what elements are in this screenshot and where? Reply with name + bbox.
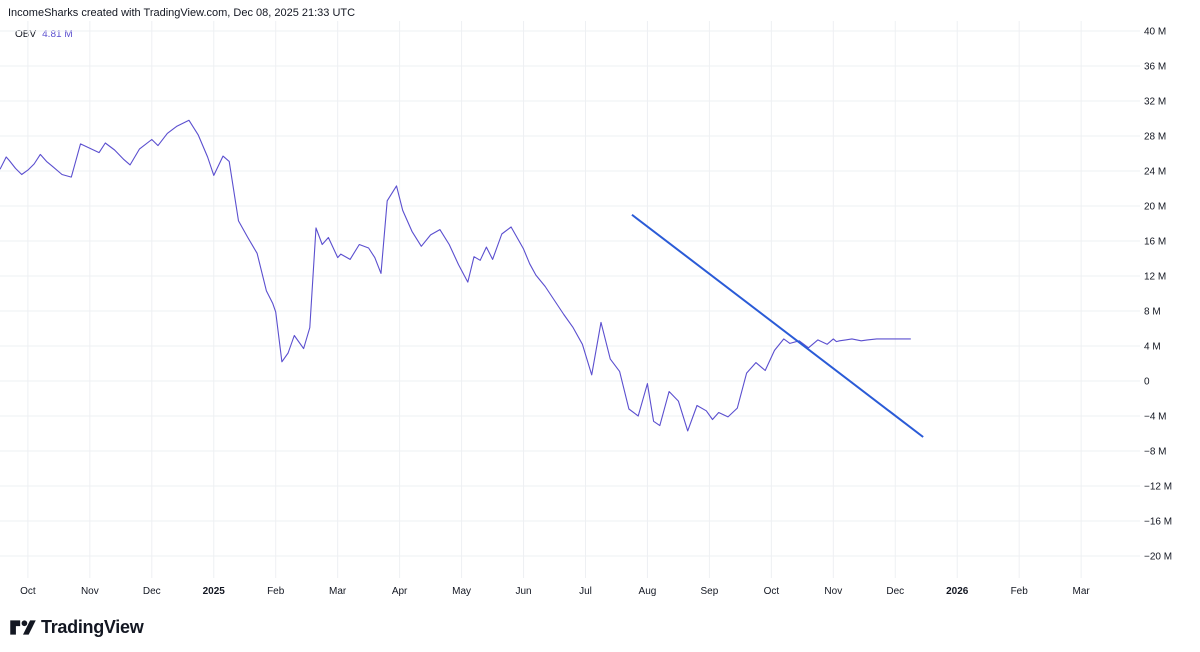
tradingview-wordmark: TradingView xyxy=(41,617,144,637)
obv-series-line xyxy=(0,119,911,432)
x-tick-label: Nov xyxy=(824,586,842,597)
x-tick-label: Mar xyxy=(329,586,347,597)
y-tick-label: 36 M xyxy=(1144,62,1166,73)
indicator-name: OBV xyxy=(15,29,37,40)
y-tick-label: −20 M xyxy=(1144,552,1172,563)
tradingview-logo-icon xyxy=(10,620,36,635)
y-tick-label: −4 M xyxy=(1144,412,1167,423)
x-tick-label: Dec xyxy=(143,586,161,597)
x-axis: Oct Nov Dec 2025 Feb Mar Apr May Jun Jul Aug Sep Oct… xyxy=(20,586,1090,597)
x-tick-label: Jul xyxy=(579,586,592,597)
y-tick-label: 20 M xyxy=(1144,202,1166,213)
y-tick-label: 12 M xyxy=(1144,272,1166,283)
indicator-legend: OBV 4.81 M xyxy=(15,29,73,40)
x-tick-label: Jun xyxy=(515,586,531,597)
x-tick-label: Oct xyxy=(20,586,36,597)
x-tick-label: Feb xyxy=(267,586,285,597)
x-tick-label: Apr xyxy=(392,586,408,597)
y-tick-label: 24 M xyxy=(1144,167,1166,178)
indicator-value: 4.81 M xyxy=(42,29,73,40)
y-tick-label: 28 M xyxy=(1144,132,1166,143)
x-tick-label: Dec xyxy=(886,586,904,597)
y-tick-label: −16 M xyxy=(1144,517,1172,528)
downtrend-line[interactable] xyxy=(631,213,924,438)
plot-area xyxy=(0,119,924,438)
x-tick-label: 2026 xyxy=(946,586,969,597)
y-tick-label: 4 M xyxy=(1144,342,1161,353)
y-tick-label: −8 M xyxy=(1144,447,1167,458)
y-axis: 40 M 36 M 32 M 28 M 24 M 20 M 16 M 12 M 8 M 4 M 0 −… xyxy=(1144,27,1172,563)
x-tick-label: Nov xyxy=(81,586,99,597)
grid-lines xyxy=(0,21,1140,578)
x-tick-label: 2025 xyxy=(203,586,226,597)
x-tick-label: Sep xyxy=(701,586,719,597)
y-tick-label: 40 M xyxy=(1144,27,1166,38)
x-tick-label: Aug xyxy=(639,586,657,597)
x-tick-label: May xyxy=(452,586,471,597)
y-tick-label: 0 xyxy=(1144,377,1150,388)
x-tick-label: Mar xyxy=(1073,586,1091,597)
y-tick-label: 16 M xyxy=(1144,237,1166,248)
x-tick-label: Feb xyxy=(1011,586,1029,597)
y-tick-label: 8 M xyxy=(1144,307,1161,318)
y-tick-label: 32 M xyxy=(1144,97,1166,108)
chart-attribution: IncomeSharks created with TradingView.co… xyxy=(8,7,356,19)
x-tick-label: Oct xyxy=(764,586,780,597)
tradingview-logo[interactable]: TradingView xyxy=(10,617,144,638)
y-tick-label: −12 M xyxy=(1144,482,1172,493)
